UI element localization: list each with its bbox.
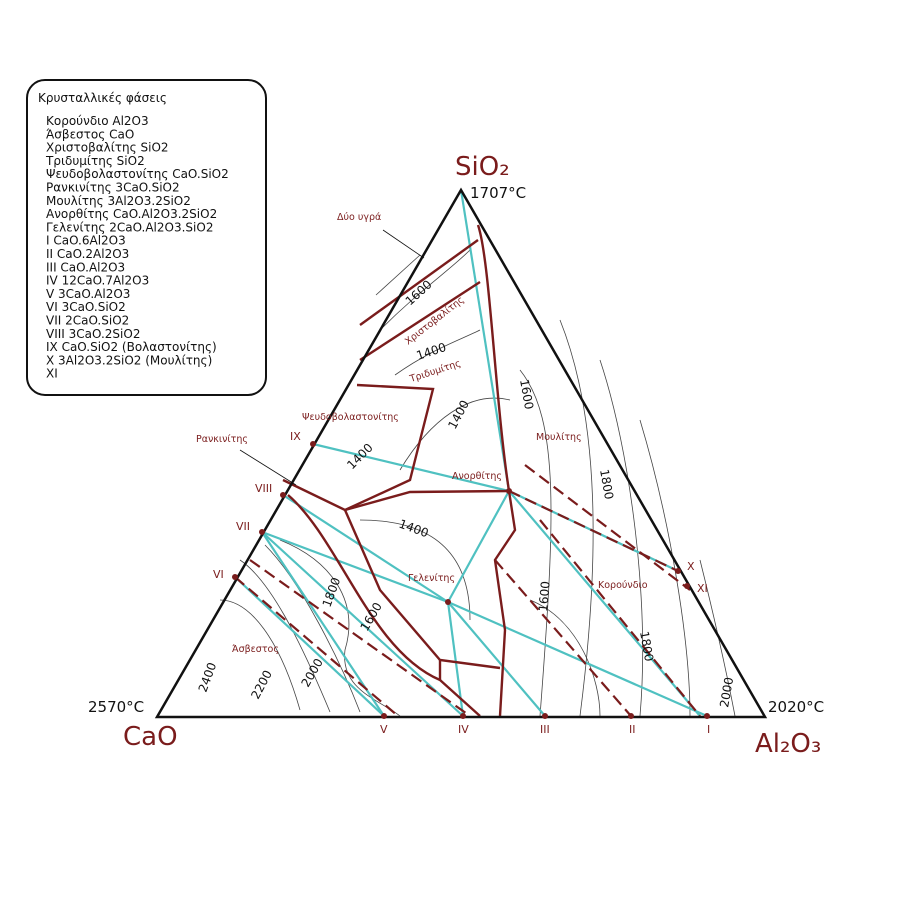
field-label: Δύο υγρά [337,212,381,223]
field-label: Γελενίτης [408,573,455,584]
isotherm-label: 1600 [536,581,553,613]
legend-item: Μουλίτης 3Al2O3.2SiO2 [46,194,191,208]
legend-item: Τριδυμίτης SiO2 [45,154,145,168]
field-label: Ανορθίτης [452,471,502,482]
compound-label: VII [236,520,250,533]
isotherm-label: 2200 [248,668,275,702]
point [675,568,681,574]
isotherm-label: 1600 [517,378,536,411]
vertex-temperature: 2020°C [768,698,824,716]
vertex-temperature: 2570°C [88,698,144,716]
legend-item: Κορούνδιο Al2O3 [46,114,149,128]
point [280,492,286,498]
field-label: Άσβεστος [232,644,279,655]
leader [239,449,297,486]
compound-label: VIII [255,482,272,495]
point [445,599,451,605]
legend-item: VIII 3CaO.2SiO2 [46,327,140,341]
compound-label: VI [213,568,224,581]
point [704,713,710,719]
compound-label: II [629,723,636,736]
legend-item: VII 2CaO.SiO2 [46,314,129,328]
legend-item: II CaO.2Al2O3 [46,247,129,261]
isotherm-label: 1800 [637,630,656,663]
field-label: Κορούνδιο [598,580,648,591]
isotherm-label: 2000 [298,656,325,689]
compound-label: XI [697,582,708,595]
point [506,488,512,494]
isotherm-label: 1400 [397,517,430,541]
legend-title: Κρυσταλλικές φάσεις [38,91,167,105]
vertex-temperature: 1707°C [470,184,526,202]
isotherm-label: 1400 [344,441,375,472]
compound-points [232,441,710,719]
legend-item: Ρανκινίτης 3CaO.SiO2 [46,181,180,195]
vertex-label: SiO₂ [455,152,510,182]
boundaries [234,224,701,717]
isotherm-label: 2000 [717,676,736,709]
isotherm-label: 1800 [597,468,616,501]
field-label: Ρανκινίτης [196,434,248,445]
point [684,583,690,589]
isotherm-label: 1400 [415,340,448,363]
point [381,713,387,719]
legend-item: IX CaO.SiO2 (Βολαστονίτης) [46,340,217,354]
legend-item: Άσβεστος CaO [46,127,134,141]
compound-label: IX [290,430,301,443]
legend-item: XI [46,367,58,381]
compound-label: X [687,560,695,573]
compound-label: III [540,723,550,736]
field-label: Μουλίτης [536,432,582,443]
legend-box [26,79,267,396]
isotherms [219,249,736,717]
legend-item: IV 12CaO.7Al2O3 [46,274,149,288]
field-label: Ψευδοβολαστονίτης [302,412,399,423]
compound-label: IV [458,723,469,736]
point [542,713,548,719]
compound-label: V [380,723,388,736]
point [628,713,634,719]
legend-item: I CaO.6Al2O3 [46,234,126,248]
point [259,529,265,535]
leader [382,229,425,259]
point [460,713,466,719]
legend-item: Ψευδοβολαστονίτης CaO.SiO2 [46,167,229,181]
legend-item: VI 3CaO.SiO2 [46,300,126,314]
legend-item: X 3Al2O3.2SiO2 (Μουλίτης) [46,353,212,367]
field-label: Τριδυμίτης [408,358,463,385]
isotherm-label: 2400 [196,661,220,694]
point [232,574,238,580]
compound-label: I [707,723,710,736]
vertex-label: CaO [123,722,178,752]
legend-item: Χριστοβαλίτης SiO2 [46,141,169,155]
legend-item: Ανορθίτης CaO.Al2O3.2SiO2 [46,207,217,221]
legend-item: III CaO.Al2O3 [46,260,125,274]
point [310,441,316,447]
legend-item: V 3CaO.Al2O3 [46,287,130,301]
isotherm-label: 1400 [445,398,472,432]
vertex-label: Al₂O₃ [755,729,821,759]
legend-item: Γελενίτης 2CaO.Al2O3.SiO2 [46,220,213,234]
